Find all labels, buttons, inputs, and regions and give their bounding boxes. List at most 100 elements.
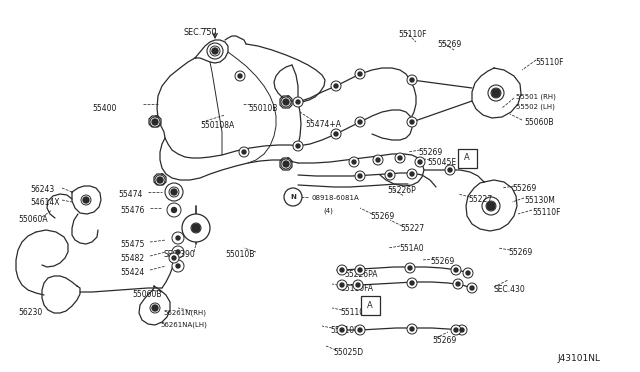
- Circle shape: [349, 157, 359, 167]
- Text: 55476: 55476: [120, 206, 145, 215]
- Circle shape: [213, 49, 217, 53]
- Circle shape: [157, 177, 163, 183]
- Text: 08918-6081A: 08918-6081A: [311, 195, 359, 201]
- Circle shape: [176, 264, 180, 268]
- Circle shape: [340, 283, 344, 287]
- Circle shape: [150, 117, 160, 127]
- Text: A: A: [464, 154, 470, 163]
- Circle shape: [494, 91, 498, 95]
- Circle shape: [296, 100, 300, 104]
- Circle shape: [153, 306, 157, 310]
- Circle shape: [358, 268, 362, 272]
- Circle shape: [493, 90, 499, 96]
- Circle shape: [340, 328, 344, 332]
- Text: J43101NL: J43101NL: [557, 354, 600, 363]
- Circle shape: [172, 190, 176, 194]
- Text: 56243: 56243: [30, 185, 54, 194]
- FancyBboxPatch shape: [360, 295, 380, 314]
- Text: 55226PA: 55226PA: [344, 270, 378, 279]
- Text: 55110FA: 55110FA: [340, 308, 373, 317]
- Circle shape: [445, 165, 455, 175]
- Text: 55269: 55269: [512, 184, 536, 193]
- Circle shape: [410, 327, 414, 331]
- Circle shape: [293, 141, 303, 151]
- Circle shape: [212, 48, 218, 54]
- Circle shape: [293, 97, 303, 107]
- FancyBboxPatch shape: [458, 148, 477, 167]
- Text: 55010B: 55010B: [248, 104, 277, 113]
- Text: 55482: 55482: [120, 254, 144, 263]
- Circle shape: [466, 271, 470, 275]
- Text: 55474+A: 55474+A: [305, 120, 341, 129]
- Text: 56230: 56230: [18, 308, 42, 317]
- Text: 55110U: 55110U: [330, 326, 360, 335]
- Circle shape: [355, 325, 365, 335]
- Text: 55475: 55475: [120, 240, 145, 249]
- Circle shape: [239, 147, 249, 157]
- Circle shape: [492, 89, 500, 97]
- Text: 55424: 55424: [120, 268, 144, 277]
- Circle shape: [353, 280, 363, 290]
- Circle shape: [457, 325, 467, 335]
- Text: SEC.750: SEC.750: [183, 28, 216, 37]
- Text: 55130M: 55130M: [524, 196, 555, 205]
- Text: 55045E: 55045E: [427, 158, 456, 167]
- Circle shape: [408, 266, 412, 270]
- Text: 56261NA(LH): 56261NA(LH): [160, 321, 207, 327]
- Circle shape: [355, 171, 365, 181]
- Circle shape: [84, 198, 88, 202]
- Circle shape: [470, 286, 474, 290]
- Circle shape: [454, 268, 458, 272]
- Circle shape: [352, 160, 356, 164]
- Circle shape: [283, 99, 289, 105]
- Circle shape: [334, 84, 338, 88]
- Text: 55110F: 55110F: [398, 30, 426, 39]
- Circle shape: [487, 202, 495, 210]
- Circle shape: [385, 170, 395, 180]
- Text: 55269: 55269: [370, 212, 394, 221]
- Text: 55060A: 55060A: [18, 215, 47, 224]
- Circle shape: [355, 117, 365, 127]
- Circle shape: [152, 305, 158, 311]
- Circle shape: [165, 183, 183, 201]
- Text: SEC.430: SEC.430: [494, 285, 525, 294]
- Circle shape: [210, 46, 220, 56]
- Circle shape: [467, 283, 477, 293]
- Circle shape: [407, 169, 417, 179]
- Text: 55269: 55269: [437, 40, 461, 49]
- Circle shape: [169, 187, 179, 197]
- Circle shape: [296, 144, 300, 148]
- Circle shape: [337, 280, 347, 290]
- Circle shape: [358, 174, 362, 178]
- Circle shape: [83, 197, 89, 203]
- Text: 55010B: 55010B: [225, 250, 254, 259]
- Circle shape: [451, 325, 461, 335]
- Text: 55400: 55400: [92, 104, 116, 113]
- Circle shape: [355, 265, 365, 275]
- Circle shape: [489, 204, 493, 208]
- Circle shape: [405, 263, 415, 273]
- Circle shape: [172, 232, 184, 244]
- Circle shape: [482, 197, 500, 215]
- Circle shape: [407, 278, 417, 288]
- Circle shape: [398, 156, 402, 160]
- Circle shape: [283, 161, 289, 167]
- Circle shape: [169, 253, 179, 263]
- Circle shape: [172, 246, 184, 258]
- Circle shape: [284, 100, 288, 104]
- Circle shape: [182, 214, 210, 242]
- Circle shape: [407, 117, 417, 127]
- Circle shape: [395, 153, 405, 163]
- Circle shape: [152, 119, 158, 125]
- Circle shape: [448, 168, 452, 172]
- Circle shape: [167, 203, 181, 217]
- Circle shape: [176, 236, 180, 240]
- Circle shape: [488, 85, 504, 101]
- Circle shape: [486, 201, 496, 211]
- Text: 551A0: 551A0: [399, 244, 424, 253]
- Circle shape: [242, 150, 246, 154]
- Circle shape: [456, 282, 460, 286]
- Circle shape: [191, 223, 201, 233]
- Circle shape: [418, 160, 422, 164]
- Text: 55474: 55474: [118, 190, 142, 199]
